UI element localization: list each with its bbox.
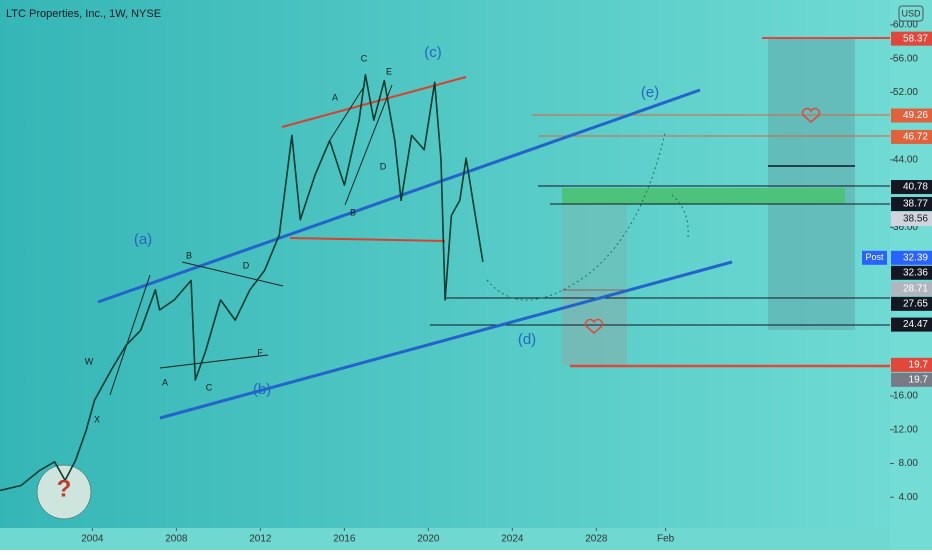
wave-label: C <box>206 382 213 392</box>
price-label-bg <box>891 372 932 387</box>
entry-zone <box>562 188 845 204</box>
price-label-bg <box>891 108 932 123</box>
wave-label: W <box>85 356 94 366</box>
wave-label: D <box>243 260 250 270</box>
wave-label: F <box>257 347 263 357</box>
wave-line <box>329 84 366 141</box>
x-tick-label: Feb <box>657 534 675 545</box>
x-tick-label: 2020 <box>417 534 440 545</box>
y-tick-label: 4.00 <box>899 492 919 503</box>
wave-label: B <box>186 250 192 260</box>
price-label-bg <box>891 129 932 144</box>
heart-icon <box>801 107 821 123</box>
wave-label: D <box>380 161 387 171</box>
price-label: 28.71 <box>903 283 928 294</box>
wave-line <box>344 84 393 206</box>
question-circle <box>36 464 92 520</box>
wave-line <box>181 261 284 287</box>
currency-box[interactable] <box>898 5 924 22</box>
price-label: 49.26 <box>903 110 928 121</box>
x-tick-label: 2028 <box>585 534 608 545</box>
wave-label: X <box>94 414 100 424</box>
time-axis <box>0 528 890 550</box>
wave-line <box>159 354 269 369</box>
wave-label: (c) <box>424 44 442 61</box>
price-label-bg <box>891 196 932 211</box>
wave-label: E <box>386 66 392 76</box>
wave-label: (d) <box>518 331 536 348</box>
y-tick-label: 56.00 <box>893 53 918 64</box>
price-label-bg <box>891 211 932 226</box>
price-label: 46.72 <box>903 132 928 143</box>
wave-label: (e) <box>641 84 659 101</box>
chart-title: LTC Properties, Inc., 1W, NYSE <box>6 8 161 20</box>
channel-line <box>159 260 733 420</box>
wave-label: B <box>350 207 356 217</box>
y-tick-label: 60.00 <box>893 20 918 31</box>
price-label-bg <box>891 265 932 280</box>
price-label: 32.36 <box>903 267 928 278</box>
channel-line <box>97 88 701 304</box>
y-tick-label: 44.00 <box>893 155 918 166</box>
price-label: 19.7 <box>909 374 929 385</box>
price-line <box>0 73 484 492</box>
target-box <box>562 204 627 290</box>
wave-label: A <box>162 377 168 387</box>
wave-label: (b) <box>253 381 271 398</box>
x-tick-label: 2012 <box>249 534 272 545</box>
price-label: 38.56 <box>903 214 928 225</box>
price-label-bg <box>891 180 932 195</box>
price-label-bg <box>891 281 932 296</box>
wave-label: C <box>361 53 368 63</box>
heart-icon <box>584 318 604 334</box>
wave-label: ? <box>57 475 72 502</box>
y-tick-label: 36.00 <box>893 222 918 233</box>
target-box <box>768 38 855 330</box>
price-tag-bg <box>862 250 887 265</box>
price-label: 40.78 <box>903 182 928 193</box>
y-tick-label: 8.00 <box>899 458 919 469</box>
y-tick-label: 12.00 <box>893 424 918 435</box>
price-label-bg <box>891 250 932 265</box>
price-label-bg <box>891 296 932 311</box>
price-label: 58.37 <box>903 33 928 44</box>
wave-label: A <box>332 92 338 102</box>
price-label-bg <box>891 31 932 46</box>
y-tick-label: 52.00 <box>893 87 918 98</box>
x-tick-label: 2016 <box>333 534 356 545</box>
wave-label: (a) <box>134 231 152 248</box>
price-label: 24.47 <box>903 319 928 330</box>
projection-path <box>486 132 666 301</box>
trend-line <box>289 237 446 242</box>
wave-line <box>109 274 151 396</box>
price-label: 27.65 <box>903 298 928 309</box>
x-tick-label: 2004 <box>81 534 104 545</box>
currency-label[interactable]: USD <box>901 8 921 18</box>
price-tag: Post <box>865 252 884 262</box>
x-tick-label: 2008 <box>165 534 188 545</box>
price-label: 38.77 <box>903 199 928 210</box>
y-tick-label: 16.00 <box>893 391 918 402</box>
price-label-bg <box>891 357 932 372</box>
target-box <box>562 290 627 365</box>
price-label-bg <box>891 317 932 332</box>
price-label: 19.7 <box>909 359 929 370</box>
x-tick-label: 2024 <box>501 534 524 545</box>
price-label: 32.39 <box>903 252 928 263</box>
plot-background <box>0 0 890 528</box>
